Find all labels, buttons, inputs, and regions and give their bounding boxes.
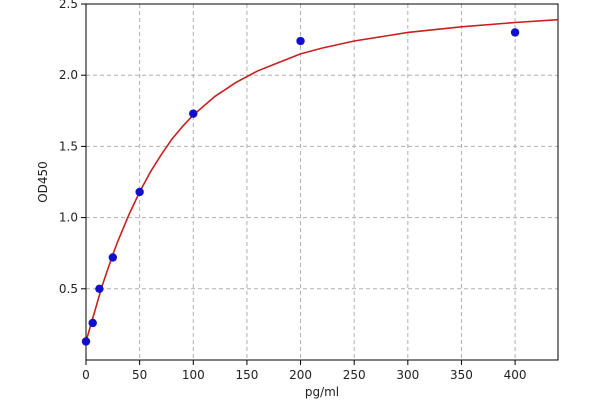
x-axis-label: pg/ml xyxy=(305,385,339,399)
data-point xyxy=(189,109,198,118)
data-point xyxy=(296,36,305,46)
y-tick-label: 2.5 xyxy=(59,0,78,11)
x-tick-label: 400 xyxy=(504,368,527,382)
y-tick-label: 0.5 xyxy=(59,282,78,296)
y-axis-label: OD450 xyxy=(36,161,50,203)
plot-area xyxy=(86,4,558,360)
x-tick-label: 150 xyxy=(235,368,258,382)
data-point xyxy=(135,187,144,197)
x-tick-label: 0 xyxy=(82,368,90,382)
x-tick-label: 200 xyxy=(289,368,312,382)
data-point xyxy=(88,318,97,328)
fit-curve-layer xyxy=(85,18,559,342)
x-tick-label: 100 xyxy=(182,368,205,382)
y-tick-label: 1.5 xyxy=(59,139,78,153)
plot-frame xyxy=(85,3,559,361)
fit-curve-line xyxy=(85,18,559,342)
data-point xyxy=(510,28,520,37)
data-points-layer xyxy=(81,28,520,346)
x-tick-label: 350 xyxy=(450,368,473,382)
x-tick-label: 300 xyxy=(396,368,419,382)
axes xyxy=(81,3,559,365)
data-point xyxy=(81,337,91,346)
data-point xyxy=(108,253,118,262)
x-tick-label: 50 xyxy=(132,368,147,382)
x-tick-label: 250 xyxy=(343,368,366,382)
grid-lines xyxy=(85,3,558,360)
y-tick-label: 1.0 xyxy=(59,211,78,225)
y-tick-label: 2.0 xyxy=(59,68,78,82)
data-point xyxy=(95,284,104,293)
tick-labels: 0 50 100 150 200 250 300 350 400 0.5 1.0 1.5 2.0 2.5 xyxy=(59,0,527,382)
